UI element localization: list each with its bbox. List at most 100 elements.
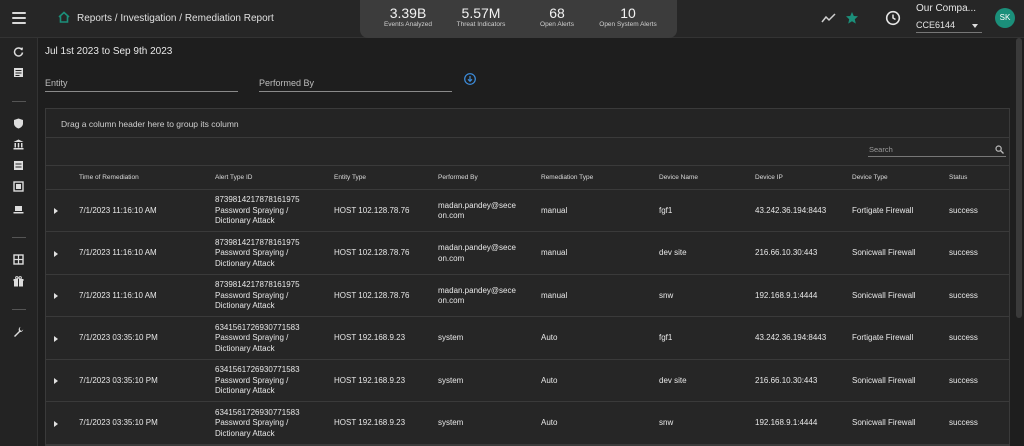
cell-status: success	[949, 403, 1007, 445]
cell-text: success	[949, 418, 978, 428]
cell-entity: HOST 102.128.78.76	[334, 233, 434, 275]
group-panel[interactable]: Drag a column header here to group its c…	[46, 109, 1009, 138]
entity-field[interactable]: Entity	[45, 78, 238, 92]
expand-row-icon[interactable]	[54, 250, 58, 257]
star-icon[interactable]	[845, 11, 859, 25]
date-range[interactable]: Jul 1st 2023 to Sep 9th 2023	[45, 46, 173, 57]
column-header-device-type[interactable]: Device Type	[852, 174, 888, 181]
cell-text: 7/1/2023 03:35:10 PM	[79, 375, 158, 385]
alert-name: Dictionary Attack	[215, 428, 275, 438]
expand-row-icon[interactable]	[54, 208, 58, 214]
cell-text: success	[949, 205, 978, 215]
alert-name: Dictionary Attack	[215, 216, 275, 226]
cell-text: 43.242.36.194:8443	[755, 333, 827, 343]
performed-by-placeholder: Performed By	[259, 78, 315, 88]
cell-alert-type: 8739814217878161975 Password Spraying / …	[215, 233, 330, 275]
cell-remediation-type: manual	[541, 275, 651, 317]
cell-text: 7/1/2023 11:16:10 AM	[79, 248, 157, 258]
cell-text: 7/1/2023 03:35:10 PM	[79, 333, 158, 343]
column-header-status[interactable]: Status	[949, 174, 968, 181]
gift-icon[interactable]	[13, 276, 24, 287]
cell-time: 7/1/2023 03:35:10 PM	[79, 403, 209, 445]
download-icon[interactable]	[464, 73, 476, 85]
trend-icon[interactable]	[821, 12, 837, 24]
avatar[interactable]: SK	[995, 8, 1015, 28]
cell-text: HOST 192.168.9.23	[334, 333, 406, 343]
column-header-performed-by[interactable]: Performed By	[438, 174, 478, 181]
table-row[interactable]: 7/1/2023 11:16:10 AM 87398142178781619​7…	[46, 190, 1009, 232]
table-row[interactable]: 7/1/2023 03:35:10 PM 6341561726930771583…	[46, 403, 1009, 445]
cell-alert-type: 6341561726930771583 Password Spraying / …	[215, 403, 330, 445]
cell-device-ip: 216.66.10.30:443	[755, 233, 850, 275]
stats-panel: 3.39B Events Analyzed 5.57M Threat Indic…	[360, 0, 677, 38]
column-header-device-name[interactable]: Device Name	[659, 174, 699, 181]
cell-text: success	[949, 333, 978, 343]
cell-device-type: Sonicwall Firewall	[852, 360, 947, 402]
stat-label: Open Alerts	[540, 21, 574, 28]
sidebar	[0, 38, 38, 446]
cell-status: success	[949, 318, 1007, 360]
stat-label: Open System Alerts	[599, 21, 657, 28]
bank-icon[interactable]	[13, 139, 24, 150]
table-row[interactable]: 7/1/2023 11:16:10 AM 8739814217878161975…	[46, 233, 1009, 275]
column-header-device-ip[interactable]: Device IP	[755, 174, 783, 181]
stat-open-system-alerts[interactable]: 10 Open System Alerts	[596, 5, 660, 29]
clock-icon[interactable]	[885, 10, 901, 26]
cell-device-name: fgf1	[659, 190, 749, 232]
stat-open-alerts[interactable]: 68 Open Alerts	[532, 5, 582, 29]
column-header-time[interactable]: Time of Remediation	[79, 174, 139, 181]
cell-device-type: Sonicwall Firewall	[852, 275, 947, 317]
page-scrollbar[interactable]	[1016, 38, 1022, 318]
column-header-entity-type[interactable]: Entity Type	[334, 174, 367, 181]
expand-row-icon[interactable]	[54, 335, 58, 342]
shield-icon[interactable]	[13, 118, 24, 129]
expand-row-icon[interactable]	[54, 293, 58, 299]
cell-text: 192.168.9.1:4444	[755, 418, 818, 428]
column-header-alert-type-id[interactable]: Alert Type ID	[215, 174, 253, 181]
alert-name: Dictionary Attack	[215, 301, 275, 311]
table-row[interactable]: 7/1/2023 03:35:10 PM 6341561726930771583…	[46, 318, 1009, 360]
cell-performed-by: madan.pandey@sece on.com	[438, 233, 536, 275]
search-input[interactable]: Search	[868, 143, 1006, 157]
column-header-remediation-type[interactable]: Remediation Type	[541, 174, 594, 181]
cell-device-type: Sonicwall Firewall	[852, 233, 947, 275]
report-icon[interactable]	[13, 67, 24, 78]
list-icon[interactable]	[13, 160, 24, 171]
cell-performed-by: system	[438, 318, 536, 360]
search-icon[interactable]	[995, 145, 1004, 154]
table-icon[interactable]	[13, 181, 24, 192]
cell-text: Auto	[541, 333, 558, 343]
cell-text: 43.242.36.194:8443	[755, 205, 827, 215]
stat-threat-indicators[interactable]: 5.57M Threat Indicators	[450, 5, 512, 29]
grid-icon[interactable]	[13, 254, 24, 265]
cell-text: 7/1/2023 11:16:10 AM	[79, 205, 157, 215]
tenant-select[interactable]: CCE6144	[916, 20, 982, 33]
cell-alert-type: 8739814217878161975 Password Spraying / …	[215, 275, 330, 317]
cell-entity: HOST 192.168.9.23	[334, 403, 434, 445]
table-row[interactable]: 7/1/2023 11:16:10 AM 8739814217878161975…	[46, 275, 1009, 317]
cell-text: system	[438, 375, 464, 385]
main-content: Jul 1st 2023 to Sep 9th 2023 Entity Perf…	[38, 38, 1024, 446]
cell-alert-type: 87398142178781619​75 Password Spraying /…	[215, 190, 330, 232]
menu-icon[interactable]	[12, 12, 26, 24]
alert-name: Password Spraying /	[215, 205, 289, 215]
refresh-icon[interactable]	[13, 46, 24, 57]
cell-status: success	[949, 360, 1007, 402]
laptop-icon[interactable]	[13, 204, 24, 215]
cell-text: HOST 102.128.78.76	[334, 248, 410, 258]
stat-events-analyzed[interactable]: 3.39B Events Analyzed	[380, 5, 436, 29]
expand-row-icon[interactable]	[54, 420, 58, 427]
performed-by-field[interactable]: Performed By	[259, 78, 452, 92]
cell-text: success	[949, 375, 978, 385]
cell-entity: HOST 192.168.9.23	[334, 360, 434, 402]
expand-row-icon[interactable]	[54, 378, 58, 384]
cell-text: Sonicwall Firewall	[852, 290, 916, 300]
alert-id: 6341561726930771583	[215, 365, 300, 375]
wrench-icon[interactable]	[13, 326, 24, 337]
cell-remediation-type: Auto	[541, 403, 651, 445]
home-icon[interactable]	[57, 10, 71, 24]
table-row[interactable]: 7/1/2023 03:35:10 PM 6341561726930771583…	[46, 360, 1009, 402]
cell-alert-type: 6341561726930771583 Password Spraying / …	[215, 360, 330, 402]
cell-device-name: fgf1	[659, 318, 749, 360]
